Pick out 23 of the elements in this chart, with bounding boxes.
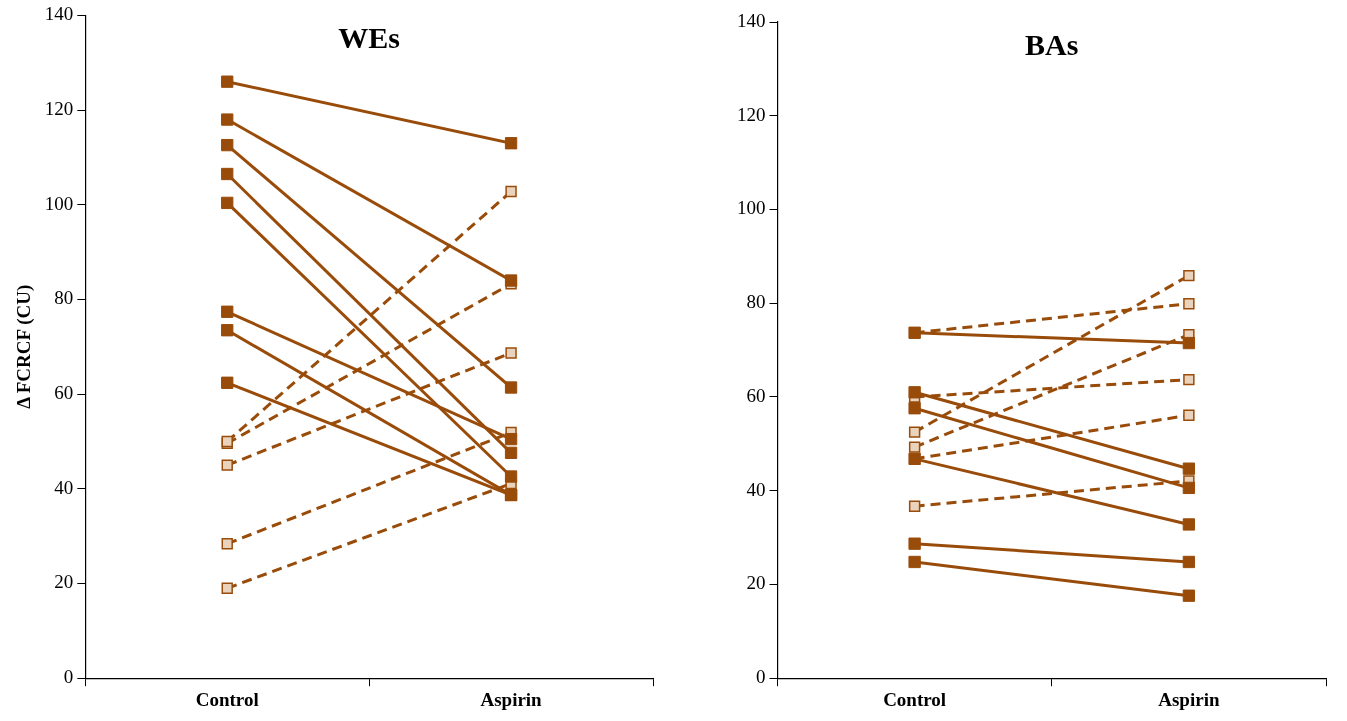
y-tick-label: 140 — [44, 3, 74, 25]
y-tick-label: 0 — [63, 666, 74, 688]
y-tick-label: 120 — [737, 103, 766, 125]
y-tick-label: 100 — [737, 197, 766, 219]
y-tick-label: 40 — [54, 476, 74, 498]
y-tick-label: 60 — [746, 384, 766, 406]
y-tick-label: 0 — [756, 666, 766, 688]
x-tick-label: Aspirin — [1158, 688, 1220, 710]
chart-title: BAs — [1025, 27, 1079, 61]
y-tick-label: 100 — [44, 192, 74, 214]
y-tick-label: 60 — [54, 382, 74, 404]
y-tick-label: 80 — [54, 287, 74, 309]
y-tick-label: 80 — [746, 291, 766, 313]
x-tick-label: Control — [883, 688, 947, 710]
y-tick-label: 20 — [54, 571, 74, 593]
y-axis-title: Δ FCRCF (CU) — [13, 284, 36, 409]
y-tick-label: 120 — [44, 98, 74, 120]
y-tick-label: 140 — [737, 9, 766, 31]
y-tick-label: 20 — [746, 572, 766, 594]
x-tick-label: Aspirin — [480, 688, 543, 710]
x-tick-label: Control — [195, 688, 259, 710]
chart-title: WEs — [338, 21, 400, 55]
y-tick-label: 40 — [746, 478, 766, 500]
